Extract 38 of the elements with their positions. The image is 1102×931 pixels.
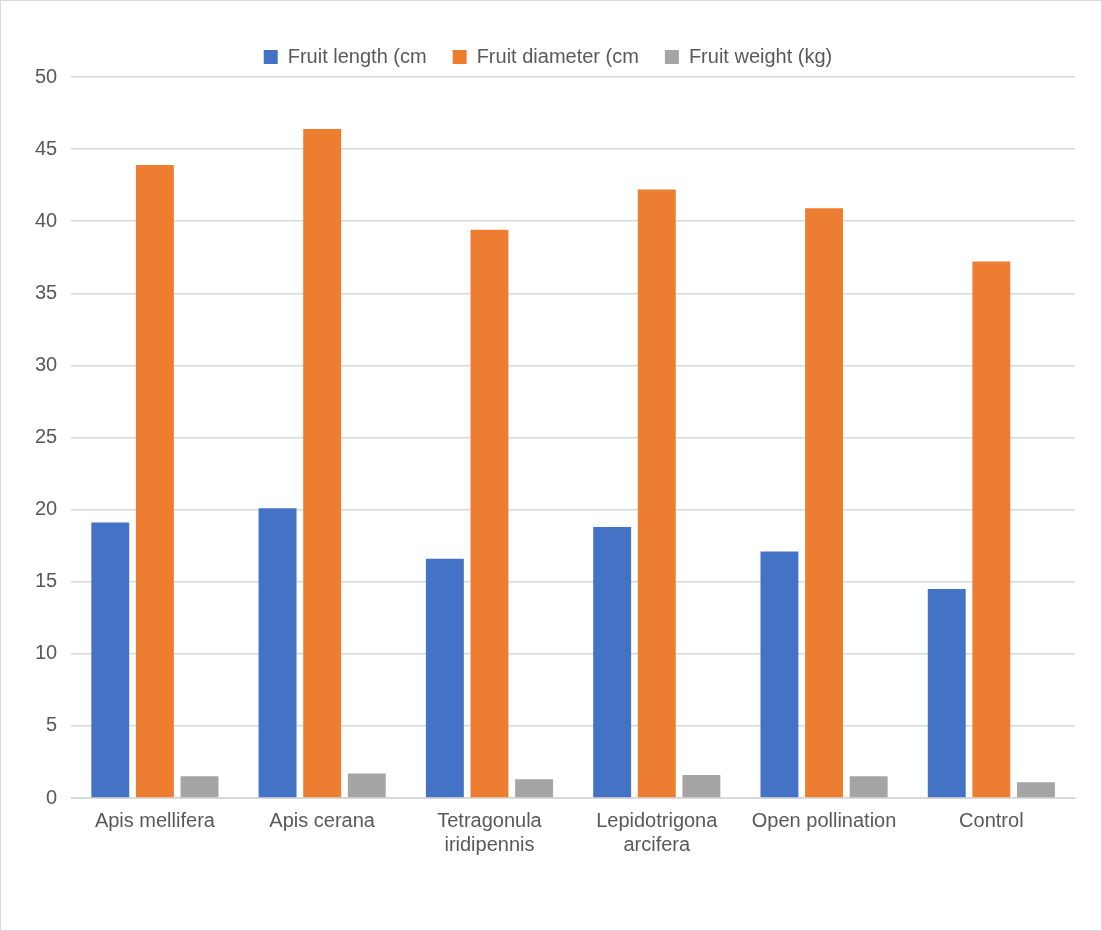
y-tick-label: 35 [35, 280, 58, 303]
bar [258, 508, 297, 798]
bar [927, 588, 966, 798]
y-tick-label: 0 [46, 785, 58, 808]
bar [593, 526, 632, 798]
x-tick-label: Open pollination [751, 808, 897, 831]
bar [180, 776, 219, 798]
bar [849, 776, 888, 798]
x-tick-label: Apis cerana [269, 808, 376, 831]
x-tick-label: Lepidotrigona arcifera [596, 808, 719, 855]
bar [470, 229, 509, 798]
bar [515, 779, 554, 798]
bar [637, 189, 676, 798]
x-tick-label: Apis mellifera [94, 808, 216, 831]
bar [760, 551, 799, 798]
y-tick-label: 50 [35, 64, 58, 87]
legend-label: Fruit diameter (cm [476, 44, 639, 67]
bar [682, 774, 721, 798]
bar [1017, 782, 1055, 798]
y-tick-label: 5 [46, 713, 58, 736]
bar [135, 164, 174, 798]
x-tick-label: Tetragonula iridipennis [437, 808, 543, 855]
bar [91, 522, 130, 798]
y-tick-label: 15 [35, 569, 58, 592]
y-tick-label: 45 [35, 136, 58, 159]
bar [303, 128, 342, 798]
legend-label: Fruit length (cm [287, 44, 427, 67]
bar [425, 558, 464, 798]
y-tick-label: 25 [35, 425, 58, 448]
legend-label: Fruit weight (kg) [688, 44, 833, 67]
y-tick-label: 10 [35, 641, 58, 664]
y-tick-label: 40 [35, 208, 58, 231]
y-tick-label: 30 [35, 352, 58, 375]
bar [972, 261, 1011, 798]
x-tick-label: Control [959, 808, 1024, 831]
bar [805, 208, 844, 798]
y-tick-label: 20 [35, 497, 58, 520]
bar [347, 773, 386, 798]
